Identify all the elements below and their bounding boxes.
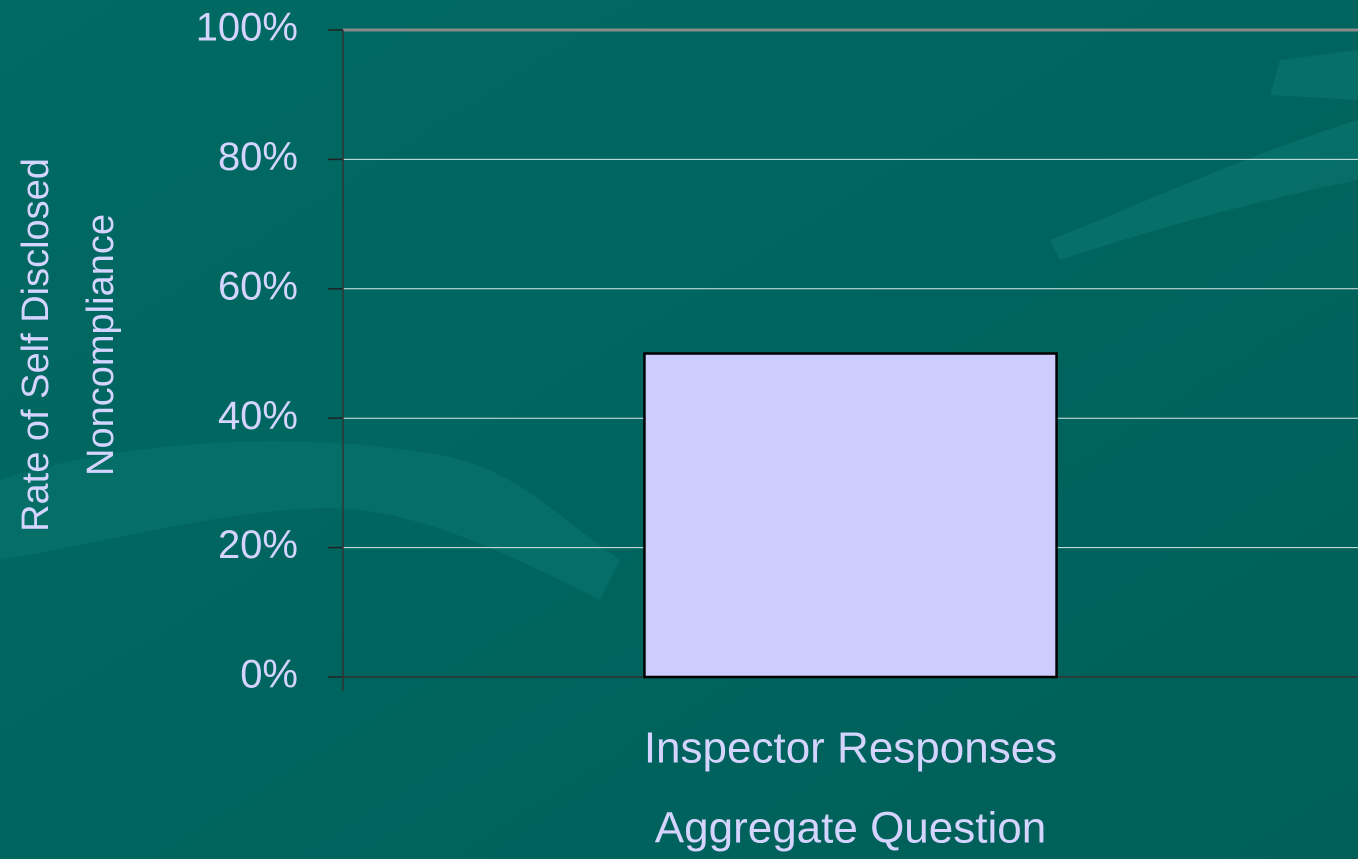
x-tick-label: Aggregate Question [655,804,1046,853]
background-decoration [0,441,620,600]
y-tick-label: 20% [218,523,298,567]
y-tick-label: 40% [218,394,298,438]
y-axis-label: Rate of Self Disclosed Noncompliance [15,158,122,532]
x-tick-label: Inspector Responses [644,724,1057,773]
y-axis-label-line: Noncompliance [80,214,122,476]
background-decoration [1270,50,1358,100]
y-tick-label: 0% [240,653,298,697]
y-axis-label-line: Rate of Self Disclosed [15,158,57,532]
background-decoration [1050,120,1358,260]
bar [643,352,1058,679]
y-tick-label: 80% [218,135,298,179]
y-tick-label: 60% [218,264,298,308]
y-tick-label: 100% [196,6,298,50]
